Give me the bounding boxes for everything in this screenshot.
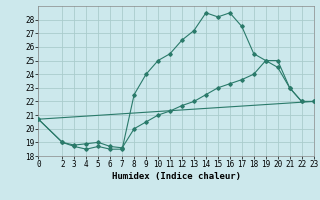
X-axis label: Humidex (Indice chaleur): Humidex (Indice chaleur)	[111, 172, 241, 181]
